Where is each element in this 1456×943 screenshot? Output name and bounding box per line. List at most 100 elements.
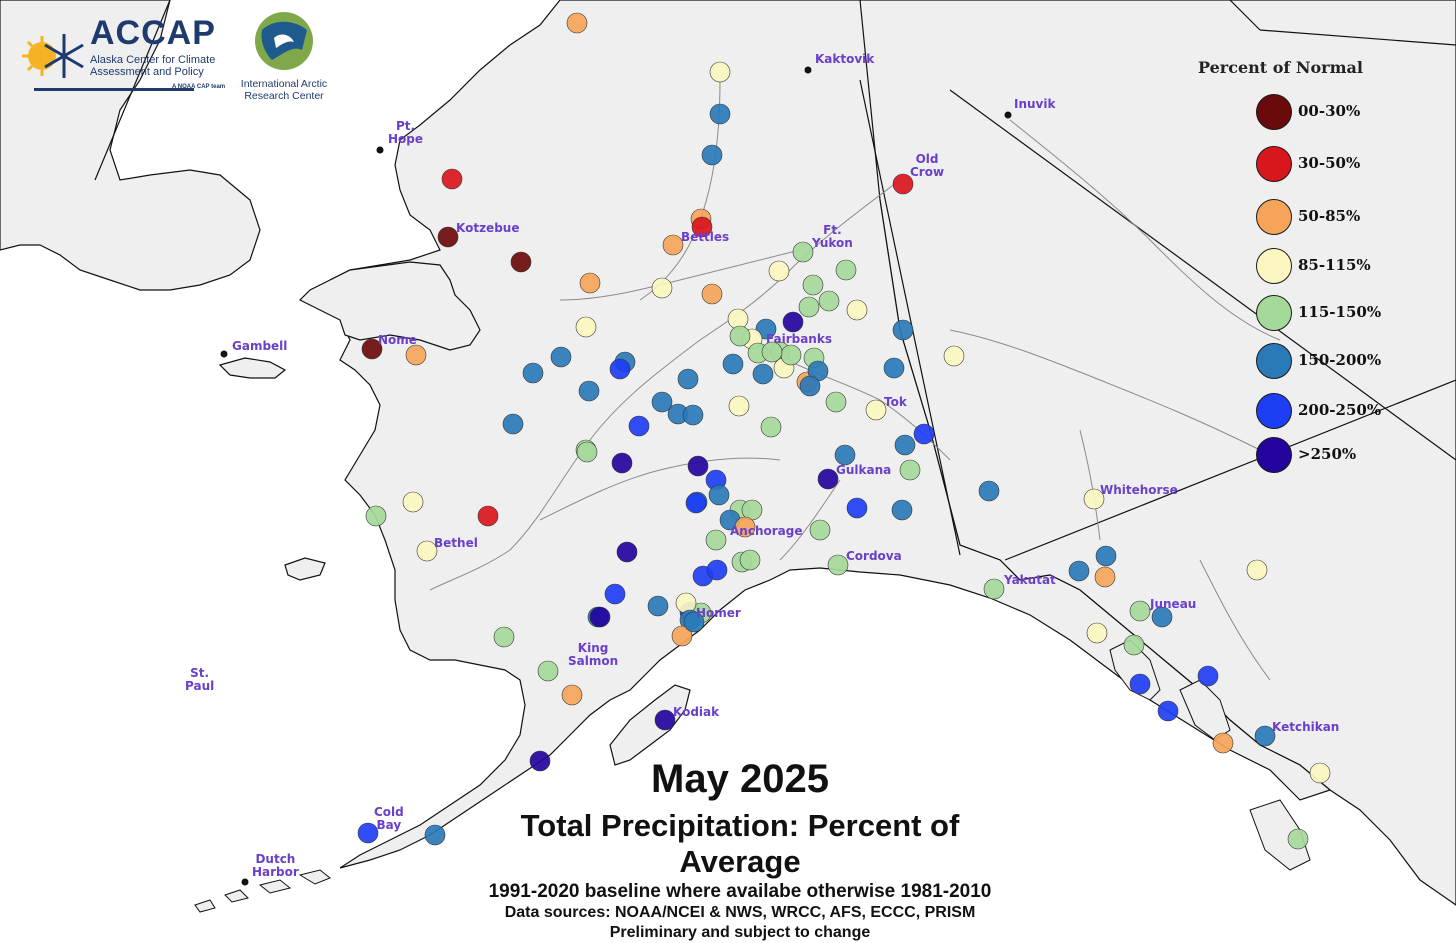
sources-note: Data sources: NOAA/NCEI & NWS, WRCC, AFS… xyxy=(504,904,976,921)
accap-name: ACCAP xyxy=(90,14,216,52)
st-lawrence-island xyxy=(218,357,287,379)
station-marker xyxy=(529,750,551,772)
station-marker xyxy=(701,144,723,166)
legend-label: 50-85% xyxy=(1298,207,1361,225)
legend-swatch xyxy=(1256,146,1292,182)
place-label-dutch-harbor: Dutch Harbor xyxy=(252,852,299,879)
station-marker xyxy=(654,709,676,731)
station-marker xyxy=(1309,762,1331,784)
place-label-kodiak: Kodiak xyxy=(673,705,720,719)
station-marker xyxy=(728,395,750,417)
map-subtitle: Total Precipitation: Percent of Average xyxy=(520,808,960,879)
station-marker xyxy=(1095,545,1117,567)
place-label-old-crow: Old Crow xyxy=(910,152,945,179)
kobuk-river xyxy=(559,249,801,301)
legend-item-115-150: 115-150% xyxy=(1256,293,1436,333)
station-marker xyxy=(687,455,709,477)
station-marker xyxy=(1068,560,1090,582)
place-label-gambell: Gambell xyxy=(232,339,288,353)
legend-swatch xyxy=(1256,343,1292,379)
station-marker xyxy=(550,346,572,368)
station-marker xyxy=(818,290,840,312)
place-label-whitehorse: Whitehorse xyxy=(1100,483,1178,497)
station-marker xyxy=(477,505,499,527)
mackenzie-river xyxy=(1009,119,1281,341)
legend-item-00-30: 00-30% xyxy=(1256,92,1436,132)
logo-block: ACCAP Alaska Center for Climate Assessme… xyxy=(20,10,350,105)
station-marker xyxy=(502,413,524,435)
station-markers xyxy=(357,12,1331,850)
town-dot xyxy=(241,878,249,886)
iarc-globe-icon xyxy=(255,12,313,70)
station-marker xyxy=(1083,488,1105,510)
place-label-bettles: Bettles xyxy=(681,230,730,244)
kodiak-island xyxy=(609,684,691,766)
place-label-cordova: Cordova xyxy=(846,549,902,563)
station-marker xyxy=(662,234,684,256)
station-marker xyxy=(883,357,905,379)
station-marker xyxy=(780,344,802,366)
baseline-note: 1991-2020 baseline where availabe otherw… xyxy=(488,881,992,902)
legend: Percent of Normal 00-30% 30-50% 50-85% 8… xyxy=(1190,52,1450,482)
legend-label: >250% xyxy=(1298,445,1357,463)
station-marker xyxy=(1086,622,1108,644)
place-label-juneau: Juneau xyxy=(1150,597,1197,611)
station-marker xyxy=(834,444,856,466)
map-title: May 2025 xyxy=(651,757,829,801)
station-marker xyxy=(706,559,728,581)
legend-label: 85-115% xyxy=(1298,256,1371,274)
stikine-river xyxy=(1199,559,1271,681)
aleutian-islands xyxy=(194,869,331,913)
station-marker xyxy=(761,341,783,363)
place-label-pt-hope: Pt. Hope xyxy=(388,119,424,146)
station-marker xyxy=(579,272,601,294)
place-label-kaktovik: Kaktovik xyxy=(815,52,875,66)
town-dot xyxy=(376,146,384,154)
station-marker xyxy=(651,277,673,299)
station-marker xyxy=(1094,566,1116,588)
station-marker xyxy=(782,311,804,333)
station-marker xyxy=(361,338,383,360)
station-marker xyxy=(611,452,633,474)
station-marker xyxy=(983,578,1005,600)
legend-item-30-50: 30-50% xyxy=(1256,144,1436,184)
station-marker xyxy=(846,299,868,321)
station-marker xyxy=(825,391,847,413)
station-marker xyxy=(701,283,723,305)
station-marker xyxy=(682,404,704,426)
station-marker xyxy=(809,519,831,541)
accap-sun-snowflake-icon xyxy=(22,34,84,78)
place-label-bethel: Bethel xyxy=(434,536,478,550)
station-marker xyxy=(522,362,544,384)
yukon-bc-border xyxy=(1004,379,1456,561)
place-label-inuvik: Inuvik xyxy=(1014,97,1056,111)
station-marker xyxy=(683,611,705,633)
station-marker xyxy=(609,358,631,380)
place-label-fairbanks: Fairbanks xyxy=(766,332,832,346)
station-marker xyxy=(892,173,914,195)
station-marker xyxy=(575,316,597,338)
station-marker xyxy=(899,459,921,481)
station-marker xyxy=(675,592,697,614)
place-label-cold-bay: Cold Bay xyxy=(374,805,404,832)
station-marker xyxy=(1157,700,1179,722)
station-marker xyxy=(1129,673,1151,695)
legend-label: 150-200% xyxy=(1298,351,1382,369)
legend-label: 115-150% xyxy=(1298,303,1382,321)
town-dot xyxy=(804,66,812,74)
place-label-gulkana: Gulkana xyxy=(836,463,892,477)
nwt-border-top xyxy=(1229,0,1261,31)
station-marker xyxy=(752,363,774,385)
station-marker xyxy=(578,380,600,402)
station-marker xyxy=(709,61,731,83)
station-marker xyxy=(891,499,913,521)
place-label-tok: Tok xyxy=(884,395,907,409)
station-marker xyxy=(799,375,821,397)
ak-yukon-border xyxy=(859,79,961,556)
place-label-nome: Nome xyxy=(378,333,417,347)
station-marker xyxy=(729,325,751,347)
station-marker xyxy=(835,259,857,281)
station-marker xyxy=(647,595,669,617)
porcupine-river xyxy=(949,329,1261,451)
legend-swatch xyxy=(1256,248,1292,284)
